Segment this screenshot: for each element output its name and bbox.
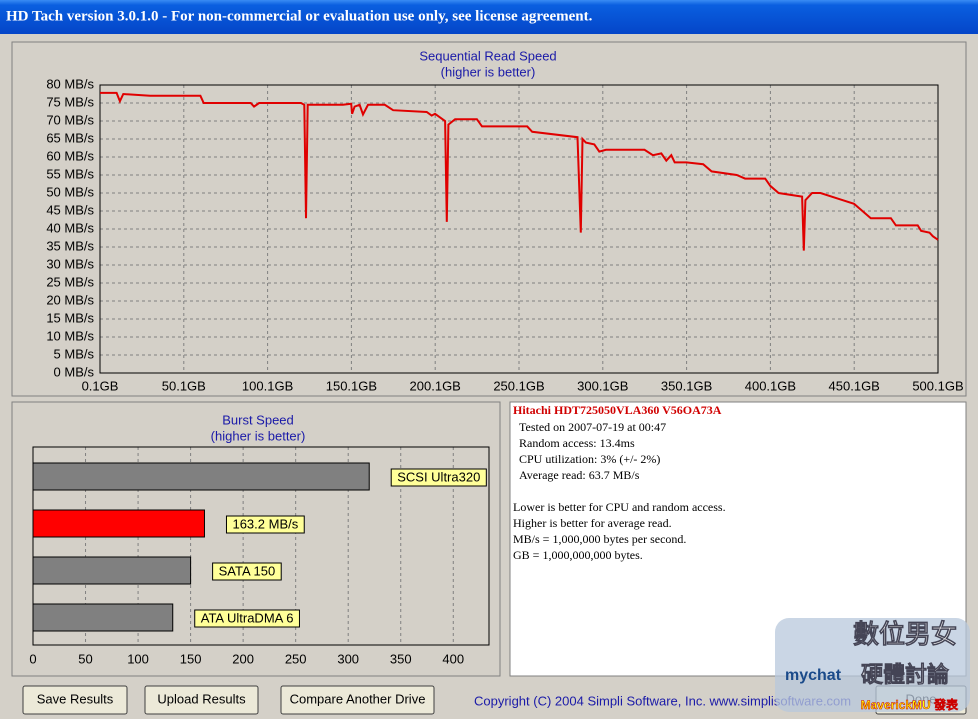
bar-label-box xyxy=(390,468,487,487)
button[interactable] xyxy=(22,685,128,715)
y-tick-label: 70 MB/s xyxy=(46,112,94,127)
x-tick-label: 150 xyxy=(180,651,202,666)
drive-name: Hitachi HDT725050VLA360 V56OA73A xyxy=(513,403,722,417)
x-tick-label: 100.1GB xyxy=(242,378,293,393)
x-tick-label: 300.1GB xyxy=(577,378,628,393)
button-label[interactable]: Upload Results xyxy=(157,691,246,706)
note-line: Lower is better for CPU and random acces… xyxy=(513,500,726,514)
y-tick-label: 80 MB/s xyxy=(46,76,94,91)
button-label[interactable]: Compare Another Drive xyxy=(290,691,426,706)
read-line xyxy=(100,91,939,251)
x-tick-label: 250.1GB xyxy=(493,378,544,393)
x-tick-label: 250 xyxy=(285,651,307,666)
result-line: Average read: 63.7 MB/s xyxy=(519,468,640,482)
y-tick-label: 50 MB/s xyxy=(46,184,94,199)
watermark-box xyxy=(775,618,970,712)
y-tick-label: 75 MB/s xyxy=(46,94,94,109)
bar-label-box xyxy=(225,515,305,534)
window-title: HD Tach version 3.0.1.0 - For non-commer… xyxy=(6,8,593,24)
value-label: 163.2 MB/s xyxy=(232,516,298,531)
bar xyxy=(32,556,192,585)
bar xyxy=(32,462,370,491)
read-subtitle: (higher is better) xyxy=(441,64,536,79)
y-tick-label: 20 MB/s xyxy=(46,292,94,307)
button[interactable] xyxy=(280,685,435,715)
x-tick-label: 350.1GB xyxy=(661,378,712,393)
y-tick-label: 0 MB/s xyxy=(54,364,95,379)
y-tick-label: 55 MB/s xyxy=(46,166,94,181)
watermark-author: MaverickMU 發表 xyxy=(861,697,959,712)
y-tick-label: 40 MB/s xyxy=(46,220,94,235)
x-tick-label: 0 xyxy=(29,651,36,666)
bar-label: ATA UltraDMA 6 xyxy=(201,610,294,625)
y-tick-label: 15 MB/s xyxy=(46,310,94,325)
burst-plot-border xyxy=(32,446,490,646)
y-tick-label: 35 MB/s xyxy=(46,238,94,253)
result-line: Tested on 2007-07-19 at 00:47 xyxy=(519,420,666,434)
x-tick-label: 450.1GB xyxy=(829,378,880,393)
x-tick-label: 400 xyxy=(442,651,464,666)
y-tick-label: 65 MB/s xyxy=(46,130,94,145)
x-tick-label: 100 xyxy=(127,651,149,666)
x-tick-label: 50.1GB xyxy=(162,378,206,393)
bar-label-box xyxy=(194,609,300,628)
bar-label: SCSI Ultra320 xyxy=(397,469,480,484)
result-line: Random access: 13.4ms xyxy=(519,436,635,450)
note-line: MB/s = 1,000,000 bytes per second. xyxy=(513,532,686,546)
copyright: Copyright (C) 2004 Simpli Software, Inc.… xyxy=(474,693,851,708)
x-tick-label: 300 xyxy=(337,651,359,666)
result-line: CPU utilization: 3% (+/- 2%) xyxy=(519,452,660,466)
x-tick-label: 0.1GB xyxy=(82,378,119,393)
bar-label: SATA 150 xyxy=(219,563,276,578)
bar-label-box xyxy=(212,562,282,581)
note-line: GB = 1,000,000,000 bytes. xyxy=(513,548,643,562)
y-tick-label: 10 MB/s xyxy=(46,328,94,343)
x-tick-label: 200 xyxy=(232,651,254,666)
button[interactable] xyxy=(144,685,259,715)
y-tick-label: 25 MB/s xyxy=(46,274,94,289)
y-tick-label: 30 MB/s xyxy=(46,256,94,271)
burst-subtitle: (higher is better) xyxy=(211,428,306,443)
read-title: Sequential Read Speed xyxy=(419,48,556,63)
burst-title: Burst Speed xyxy=(222,412,294,427)
button-label[interactable]: Save Results xyxy=(37,691,114,706)
watermark: mychat 數位男女 硬體討論 MaverickMU 發表 xyxy=(775,618,970,712)
x-tick-label: 400.1GB xyxy=(745,378,796,393)
x-tick-label: 150.1GB xyxy=(326,378,377,393)
bar xyxy=(32,509,205,538)
y-tick-label: 5 MB/s xyxy=(54,346,95,361)
bar xyxy=(32,603,174,632)
watermark-subtitle: 硬體討論 xyxy=(861,662,950,687)
y-tick-label: 45 MB/s xyxy=(46,202,94,217)
x-tick-label: 50 xyxy=(78,651,92,666)
title-bar xyxy=(0,0,978,34)
note-line: Higher is better for average read. xyxy=(513,516,672,530)
y-tick-label: 60 MB/s xyxy=(46,148,94,163)
read-plot-border xyxy=(99,84,939,374)
watermark-title: 數位男女 xyxy=(853,619,957,649)
x-tick-label: 200.1GB xyxy=(410,378,461,393)
x-tick-label: 500.1GB xyxy=(912,378,963,393)
x-tick-label: 350 xyxy=(390,651,412,666)
watermark-site: mychat xyxy=(785,667,842,684)
